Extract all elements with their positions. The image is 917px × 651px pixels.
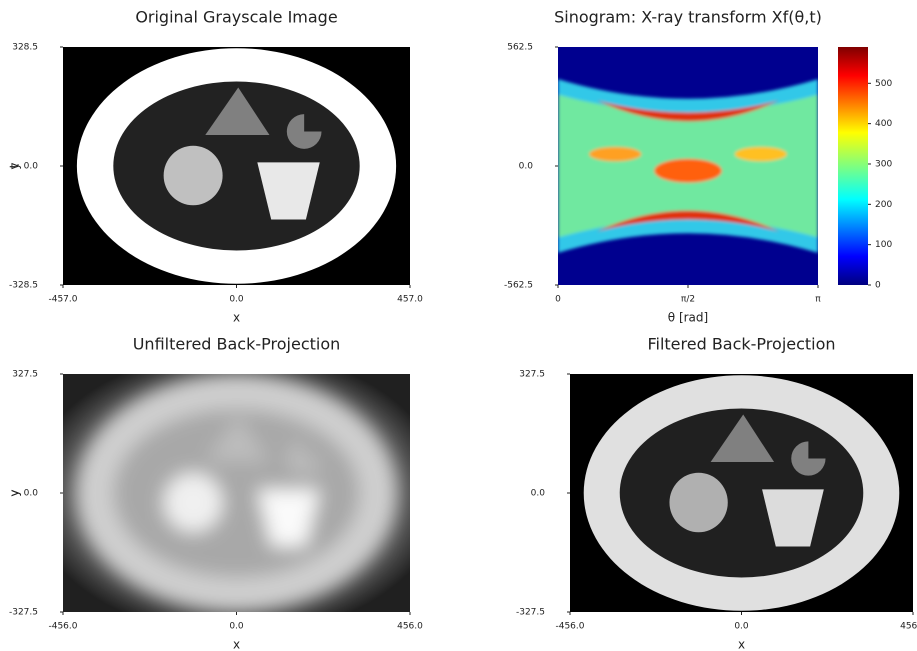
image — [63, 47, 410, 285]
y-tick-label: 327.5 — [12, 370, 38, 380]
figure: Original Grayscale Image x y -457.0 0.0 457.0… — [0, 0, 917, 651]
x-axis-label: x — [233, 638, 240, 651]
x-tick-label: -456.0 — [555, 622, 584, 632]
circle-shape — [164, 473, 223, 533]
x-tick-label: 0.0 — [734, 622, 749, 632]
panel-title: Original Grayscale Image — [135, 8, 337, 27]
x-tick-label: π/2 — [681, 295, 695, 305]
panel-title: Filtered Back-Projection — [647, 335, 835, 354]
colorbar-tick-label: 100 — [875, 240, 892, 250]
y-tick-label: 0.0 — [531, 489, 546, 499]
phantom — [584, 375, 900, 611]
panel-title: Sinogram: X-ray transform Xf(θ,t) — [554, 8, 822, 27]
y-tick-label: 0.0 — [519, 162, 534, 172]
colorbar-tick-label: 400 — [875, 119, 892, 129]
phantom — [77, 375, 396, 611]
y-tick-label: -327.5 — [516, 608, 545, 618]
x-tick-label: π — [815, 295, 821, 305]
y-axis-label: t — [8, 163, 22, 168]
y-tick-label: 0.0 — [24, 162, 39, 172]
sinogram — [558, 79, 818, 253]
x-tick-label: 456.0 — [397, 622, 423, 632]
panel-title: Unfiltered Back-Projection — [133, 335, 341, 354]
heatmap — [558, 47, 818, 285]
x-tick-label: -457.0 — [48, 295, 77, 305]
y-tick-label: 0.0 — [24, 489, 39, 499]
colorbar-tick-label: 500 — [875, 79, 892, 89]
center-blob — [654, 159, 722, 183]
y-tick-label: -328.5 — [9, 281, 38, 291]
colorbar-tick-label: 200 — [875, 200, 892, 210]
x-axis-label: x — [233, 311, 240, 325]
phantom — [77, 48, 396, 284]
x-axis-label: θ [rad] — [668, 311, 708, 325]
y-tick-label: 327.5 — [519, 370, 545, 380]
y-axis-label: y — [8, 489, 22, 496]
colorbar-tick-label: 300 — [875, 159, 892, 169]
x-tick-label: 456.0 — [900, 622, 917, 632]
y-tick-label: -327.5 — [9, 608, 38, 618]
side-blob — [735, 147, 787, 161]
x-tick-label: 0.0 — [229, 295, 244, 305]
y-tick-label: -562.5 — [504, 281, 533, 291]
x-tick-label: 0.0 — [229, 622, 244, 632]
x-tick-label: 457.0 — [397, 295, 423, 305]
x-tick-label: 0 — [555, 295, 561, 305]
colorbar-tick-label: 0 — [875, 281, 881, 291]
image — [570, 374, 913, 612]
circle-shape — [669, 473, 727, 533]
y-tick-label: 562.5 — [507, 43, 533, 53]
image — [63, 374, 410, 612]
x-tick-label: -456.0 — [48, 622, 77, 632]
x-axis-label: x — [738, 638, 745, 651]
circle-shape — [164, 146, 223, 206]
y-tick-label: 328.5 — [12, 43, 38, 53]
colorbar — [838, 47, 868, 285]
side-blob — [589, 147, 641, 161]
